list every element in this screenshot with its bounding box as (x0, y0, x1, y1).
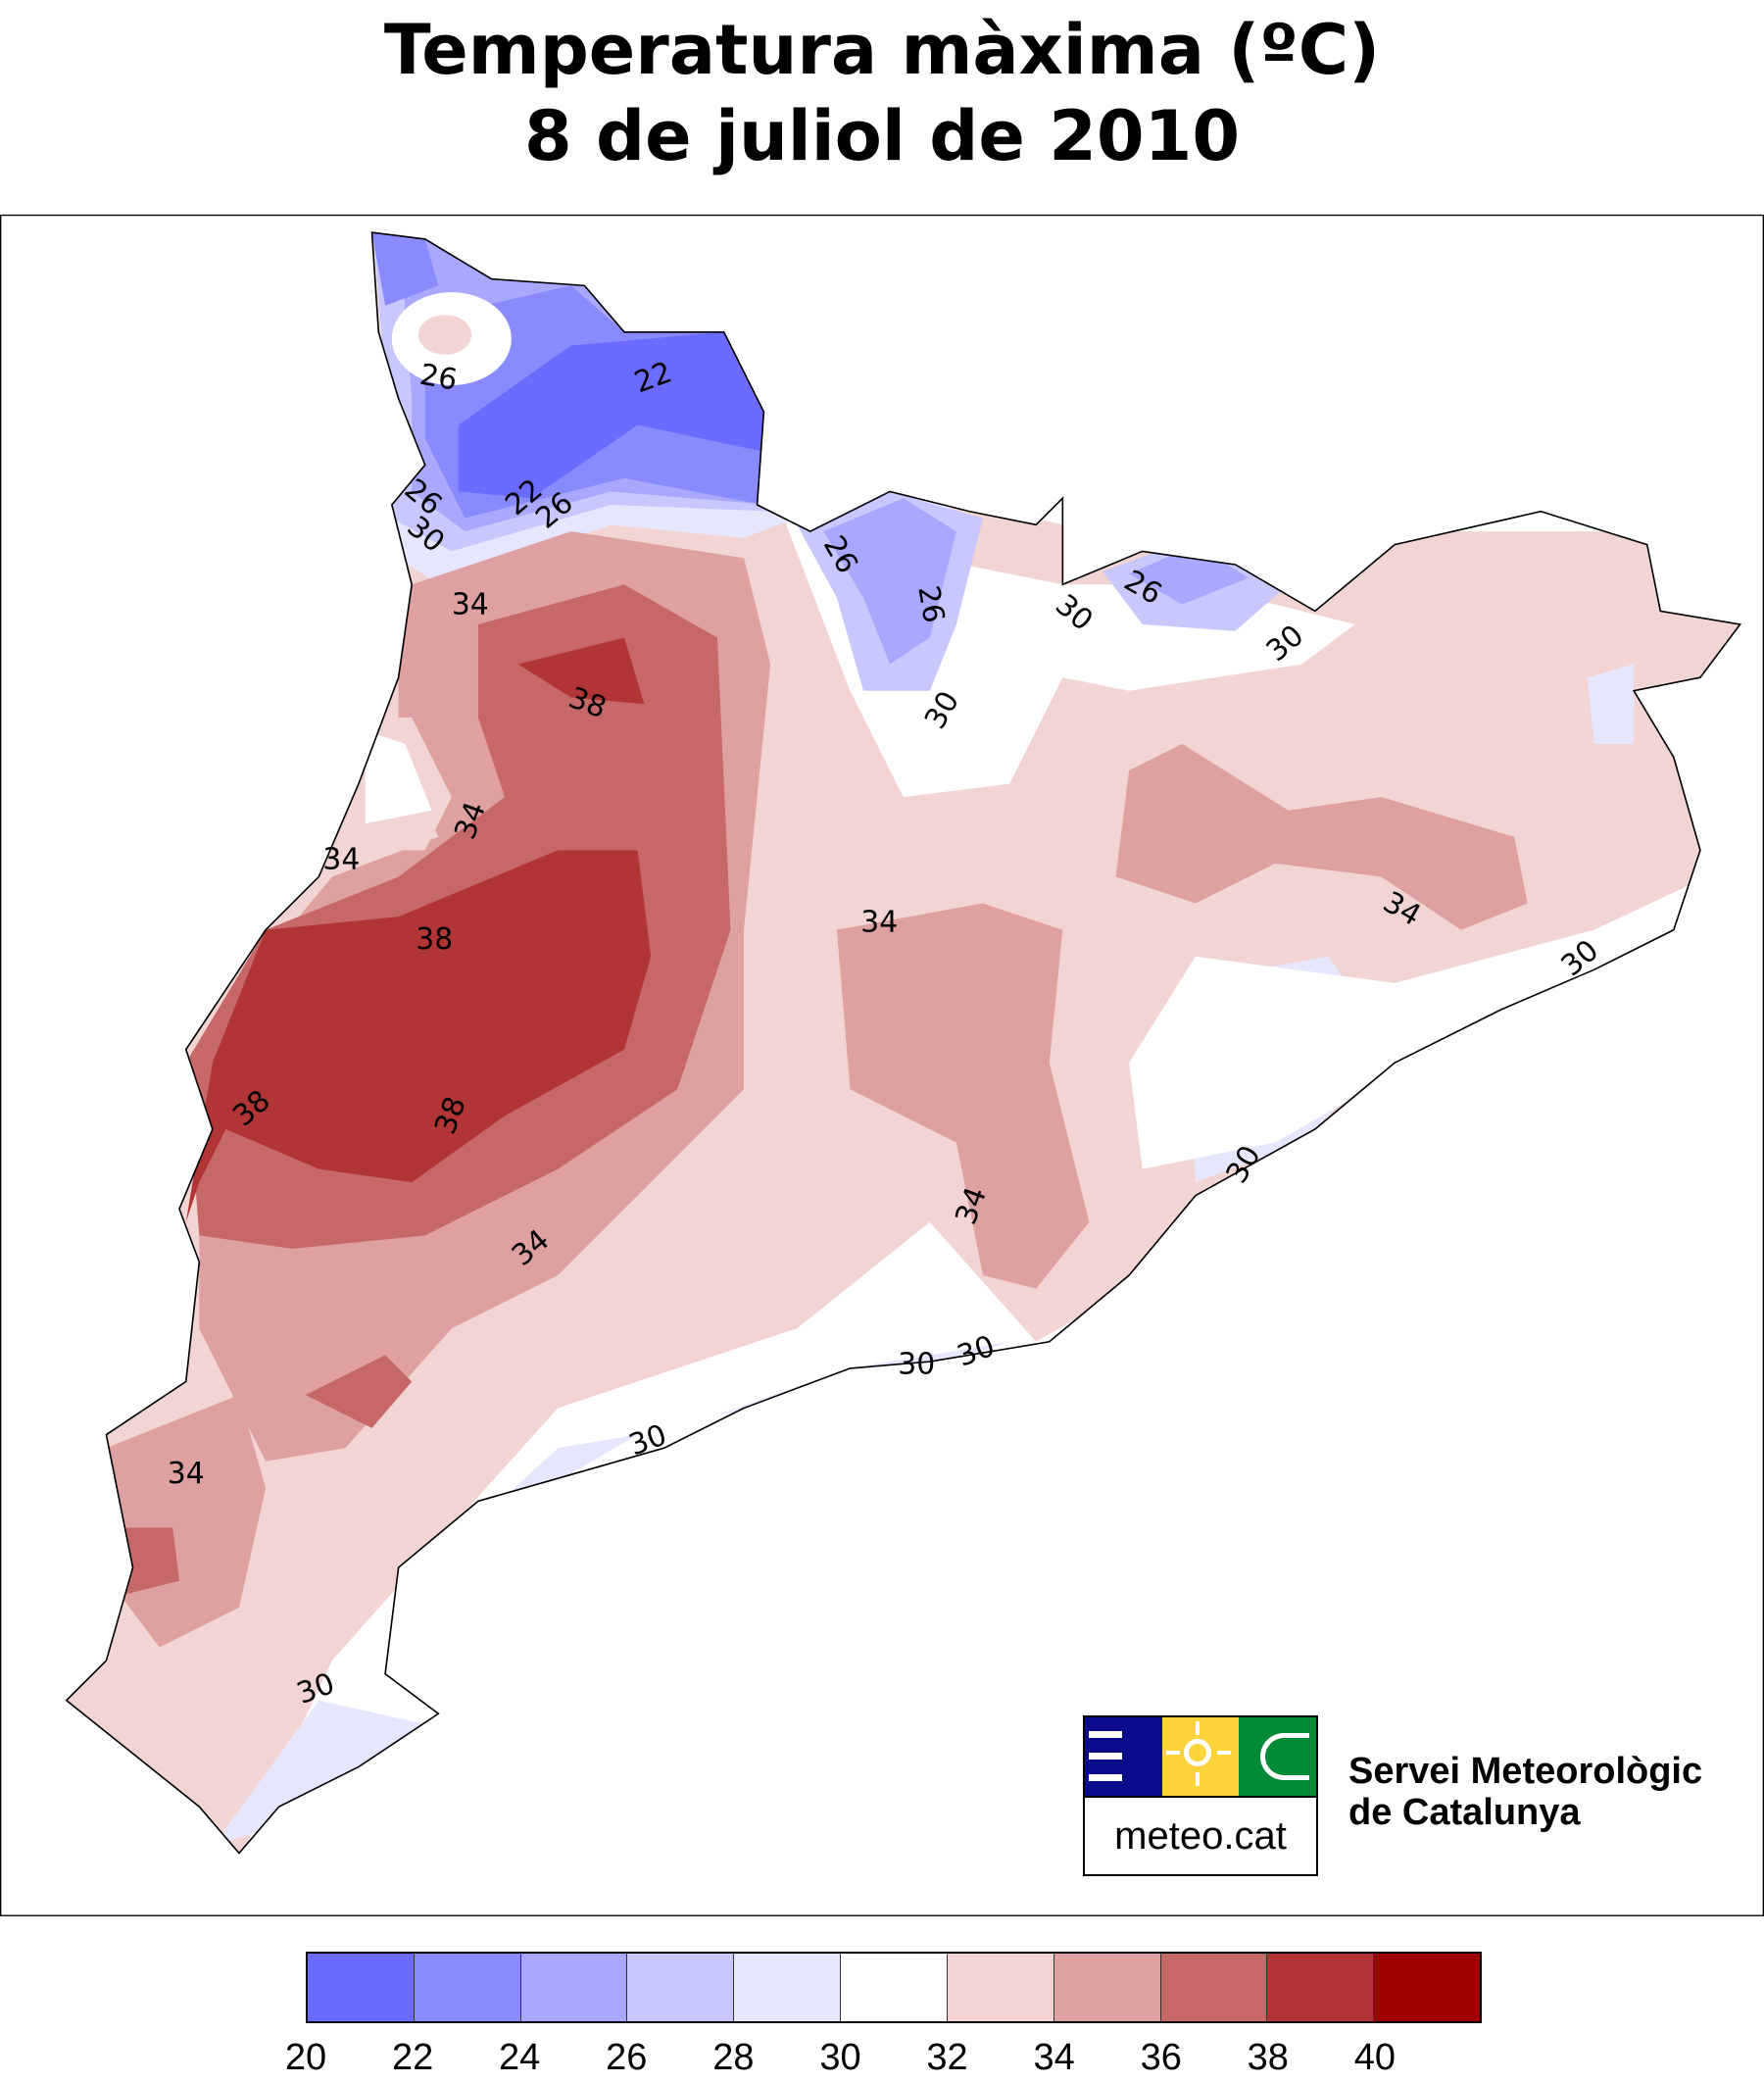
band-38-40 (185, 850, 652, 1222)
meteocat-logo: meteo.cat (1083, 1715, 1318, 1876)
legend-swatch (308, 1954, 415, 2021)
legend-swatch (947, 1954, 1054, 2021)
legend-swatch (1054, 1954, 1161, 2021)
logo-brand: meteo.cat (1114, 1814, 1287, 1858)
legend-swatch (1267, 1954, 1375, 2021)
legend-tick: 30 (819, 2037, 861, 2078)
map-title: Temperatura màxima (ºC) (383, 10, 1381, 90)
legend-tick: 22 (391, 2037, 434, 2078)
contour-label: 38 (416, 922, 453, 957)
legend-tick: 28 (712, 2037, 755, 2078)
contour-label: 26 (417, 358, 460, 398)
map-date: 8 de juliol de 2010 (523, 96, 1241, 176)
band-20-22 (458, 331, 764, 499)
legend-swatch (1160, 1954, 1268, 2021)
legend-tick: 24 (499, 2037, 541, 2078)
contour-label: 34 (168, 1457, 205, 1491)
legend-ticks: 20 22 24 26 28 30 32 34 36 38 40 (0, 2037, 1764, 2081)
legend-tick: 36 (1140, 2037, 1182, 2078)
organization-name: Servei Meteorològic de Catalunya (1348, 1751, 1702, 1833)
contour-label: 26 (910, 583, 951, 625)
legend-swatch (414, 1954, 521, 2021)
org-line1: Servei Meteorològic (1348, 1751, 1703, 1792)
legend-swatch (1374, 1954, 1480, 2021)
legend-tick: 38 (1247, 2037, 1289, 2078)
contour-label: 34 (452, 587, 489, 621)
cloud-icon (1239, 1717, 1317, 1796)
legend-tick: 20 (284, 2037, 327, 2078)
legend-tick: 40 (1353, 2037, 1396, 2078)
contour-label: 34 (322, 843, 360, 877)
legend-tick: 26 (606, 2037, 648, 2078)
bars-icon (1085, 1717, 1162, 1796)
legend-swatch (734, 1954, 842, 2021)
legend-tick: 34 (1033, 2037, 1075, 2078)
org-line2: de Catalunya (1348, 1792, 1581, 1833)
contour-label: 34 (860, 905, 898, 939)
legend-swatch (841, 1954, 948, 2021)
legend-swatch (520, 1954, 628, 2021)
legend-swatch (627, 1954, 735, 2021)
sun-icon (1161, 1717, 1240, 1796)
color-legend (306, 1952, 1482, 2023)
legend-tick: 32 (926, 2037, 968, 2078)
contour-label: 30 (898, 1348, 935, 1382)
